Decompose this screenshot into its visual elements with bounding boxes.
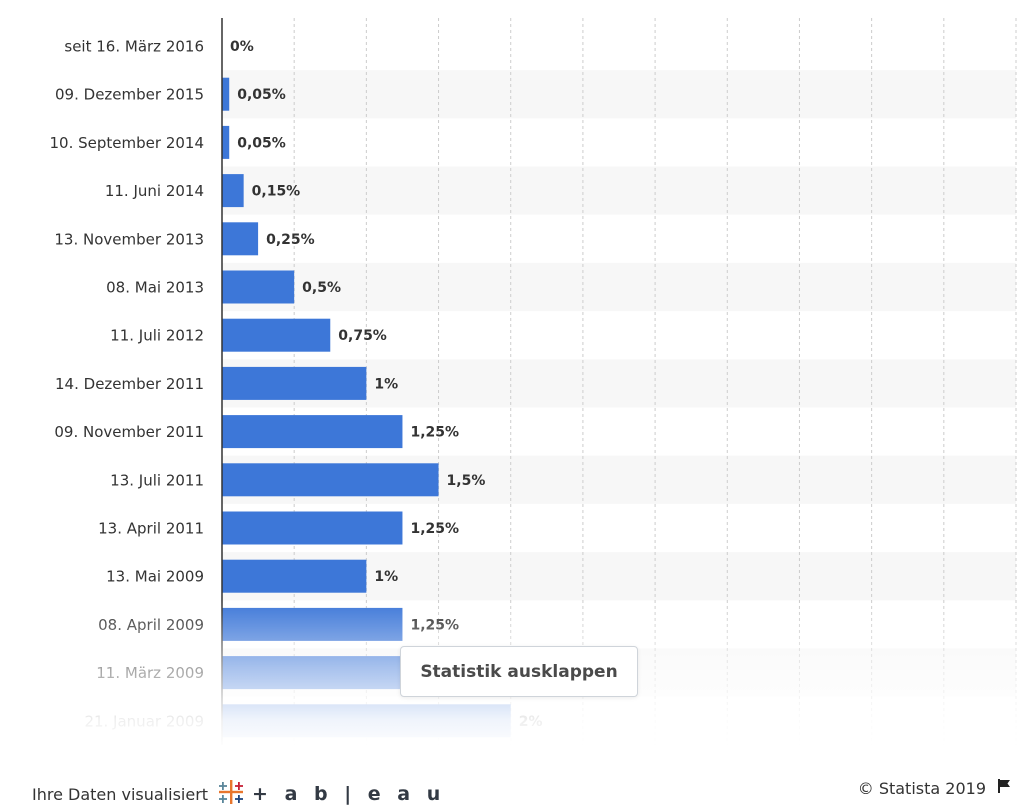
value-label: 2% bbox=[519, 714, 543, 730]
value-label: 0,05% bbox=[237, 87, 286, 103]
bar[interactable] bbox=[222, 77, 230, 111]
category-label: 11. März 2009 bbox=[96, 664, 204, 682]
bar[interactable] bbox=[222, 174, 244, 208]
row-stripe bbox=[222, 70, 1016, 119]
value-label: 1,25% bbox=[410, 521, 459, 537]
value-label: 0% bbox=[230, 39, 254, 55]
category-label: 13. November 2013 bbox=[54, 230, 204, 248]
category-label: 10. September 2014 bbox=[50, 134, 204, 152]
bar[interactable] bbox=[222, 704, 511, 738]
bar[interactable] bbox=[222, 511, 403, 545]
value-label: 1,5% bbox=[447, 473, 486, 489]
value-label: 0,05% bbox=[237, 135, 286, 151]
category-label: 13. Juli 2011 bbox=[110, 471, 204, 489]
flag-icon[interactable] bbox=[996, 778, 1012, 798]
value-label: 0,5% bbox=[302, 280, 341, 296]
category-label: 09. November 2011 bbox=[54, 423, 204, 441]
footer-credit[interactable]: Ihre Daten visualisiert + a b | e a u bbox=[32, 778, 445, 810]
category-label: 13. Mai 2009 bbox=[106, 568, 204, 586]
bar[interactable] bbox=[222, 559, 367, 593]
bar[interactable] bbox=[222, 125, 230, 159]
value-label: 0,15% bbox=[252, 184, 301, 200]
category-label: 11. Juni 2014 bbox=[105, 182, 204, 200]
tableau-plus-icon bbox=[216, 778, 246, 810]
tableau-logo-text: + a b | e a u bbox=[252, 783, 446, 805]
bar[interactable] bbox=[222, 222, 259, 256]
row-stripe bbox=[222, 166, 1016, 215]
bar[interactable] bbox=[222, 318, 331, 352]
copyright-text: © Statista 2019 bbox=[857, 778, 986, 798]
bar[interactable] bbox=[222, 366, 367, 400]
value-label: 1% bbox=[374, 376, 398, 392]
category-label: 08. Mai 2013 bbox=[106, 279, 204, 297]
category-label: 21. Januar 2009 bbox=[84, 712, 204, 730]
category-label: 11. Juli 2012 bbox=[110, 327, 204, 345]
bar[interactable] bbox=[222, 270, 295, 304]
category-label: 09. Dezember 2015 bbox=[55, 86, 204, 104]
bar[interactable] bbox=[222, 415, 403, 449]
bar[interactable] bbox=[222, 463, 439, 497]
footer: Ihre Daten visualisiert + a b | e a u © … bbox=[0, 768, 1024, 812]
bar[interactable] bbox=[222, 607, 403, 641]
expand-statistic-button[interactable]: Statistik ausklappen bbox=[400, 646, 638, 697]
category-label: seit 16. März 2016 bbox=[64, 38, 204, 56]
footer-copyright: © Statista 2019 bbox=[858, 778, 1012, 798]
value-label: 1,25% bbox=[410, 425, 459, 441]
category-label: 13. April 2011 bbox=[98, 520, 204, 538]
bar-chart: seit 16. März 2016 09. Dezember 2015 10. S… bbox=[50, 18, 1017, 745]
value-label: 1% bbox=[374, 569, 398, 585]
category-label: 14. Dezember 2011 bbox=[55, 375, 204, 393]
category-label: 08. April 2009 bbox=[98, 616, 204, 634]
row-stripe bbox=[222, 262, 1016, 312]
footer-visualized-text: Ihre Daten visualisiert bbox=[32, 784, 209, 804]
value-label: 0,25% bbox=[266, 232, 315, 248]
value-label: 0,75% bbox=[338, 328, 387, 344]
value-label: 1,25% bbox=[410, 617, 459, 633]
